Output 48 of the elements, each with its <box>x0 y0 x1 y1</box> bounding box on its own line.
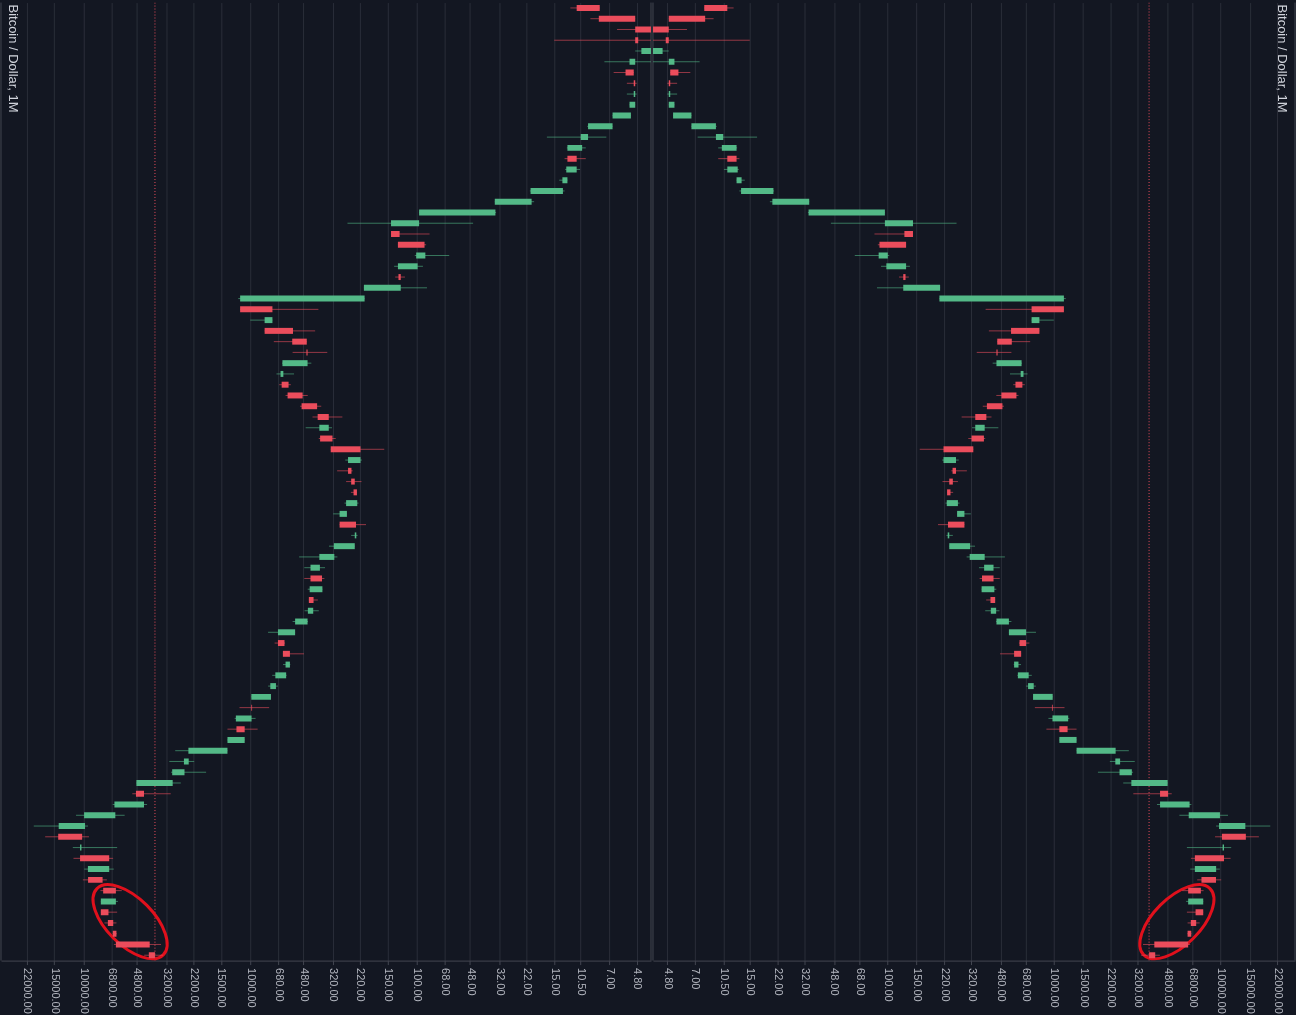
x-tick-label: 22.00 <box>522 968 535 996</box>
x-tick-label: 1000.00 <box>1049 968 1062 1008</box>
x-tick-label: 1500.00 <box>1078 968 1091 1008</box>
x-tick-label: 4.80 <box>632 968 645 990</box>
x-tick-label: 320.00 <box>966 968 979 1002</box>
x-tick-label: 10000.00 <box>1215 968 1228 1014</box>
x-tick-label: 100.00 <box>882 968 895 1002</box>
x-tick-label: 22000.00 <box>22 968 35 1014</box>
x-tick-label: 2200.00 <box>1106 968 1119 1008</box>
x-tick-label: 3200.00 <box>1133 968 1146 1008</box>
x-tick-label: 15000.00 <box>49 968 62 1014</box>
x-tick-label: 1000.00 <box>245 968 258 1008</box>
x-tick-label: 15.00 <box>745 968 758 996</box>
x-tick-label: 48.00 <box>829 968 842 996</box>
x-tick-label: 220.00 <box>355 968 368 1002</box>
x-tick-label: 10.50 <box>575 968 588 996</box>
x-tick-label: 320.00 <box>328 968 341 1002</box>
x-tick-label: 4800.00 <box>1162 968 1175 1008</box>
x-tick-label: 6800.00 <box>1188 968 1201 1008</box>
x-tick-label: 150.00 <box>911 968 924 1002</box>
x-tick-label: 3200.00 <box>161 968 174 1008</box>
x-tick-label: 4800.00 <box>132 968 145 1008</box>
x-tick-label: 7.00 <box>690 968 703 990</box>
x-tick-label: 22.00 <box>772 968 785 996</box>
x-tick-label: 7.00 <box>604 968 617 990</box>
x-tick-label: 15000.00 <box>1245 968 1258 1014</box>
x-tick-label: 680.00 <box>1021 968 1034 1002</box>
x-tick-label: 100.00 <box>412 968 425 1002</box>
x-tick-label: 1500.00 <box>216 968 229 1008</box>
x-tick-label: 2200.00 <box>188 968 201 1008</box>
x-tick-label: 22000.00 <box>1273 968 1286 1014</box>
text: Bitcoin / Dollar, 1M <box>5 4 21 113</box>
x-tick-label: 32.00 <box>800 968 813 996</box>
x-tick-label: 480.00 <box>996 968 1009 1002</box>
x-tick-label: 10.50 <box>719 968 732 996</box>
x-tick-label: 480.00 <box>298 968 311 1002</box>
x-tick-label: 10000.00 <box>79 968 92 1014</box>
text: Bitcoin / Dollar, 1M <box>1275 4 1291 113</box>
x-tick-label: 15.00 <box>549 968 562 996</box>
x-tick-label: 32.00 <box>494 968 507 996</box>
x-tick-label: 68.00 <box>440 968 453 996</box>
x-tick-label: 220.00 <box>939 968 952 1002</box>
x-tick-label: 48.00 <box>465 968 478 996</box>
x-tick-label: 68.00 <box>854 968 867 996</box>
x-tick-label: 680.00 <box>273 968 286 1002</box>
x-tick-label: 4.80 <box>662 968 675 990</box>
x-tick-label: 150.00 <box>383 968 396 1002</box>
x-tick-label: 6800.00 <box>107 968 120 1008</box>
